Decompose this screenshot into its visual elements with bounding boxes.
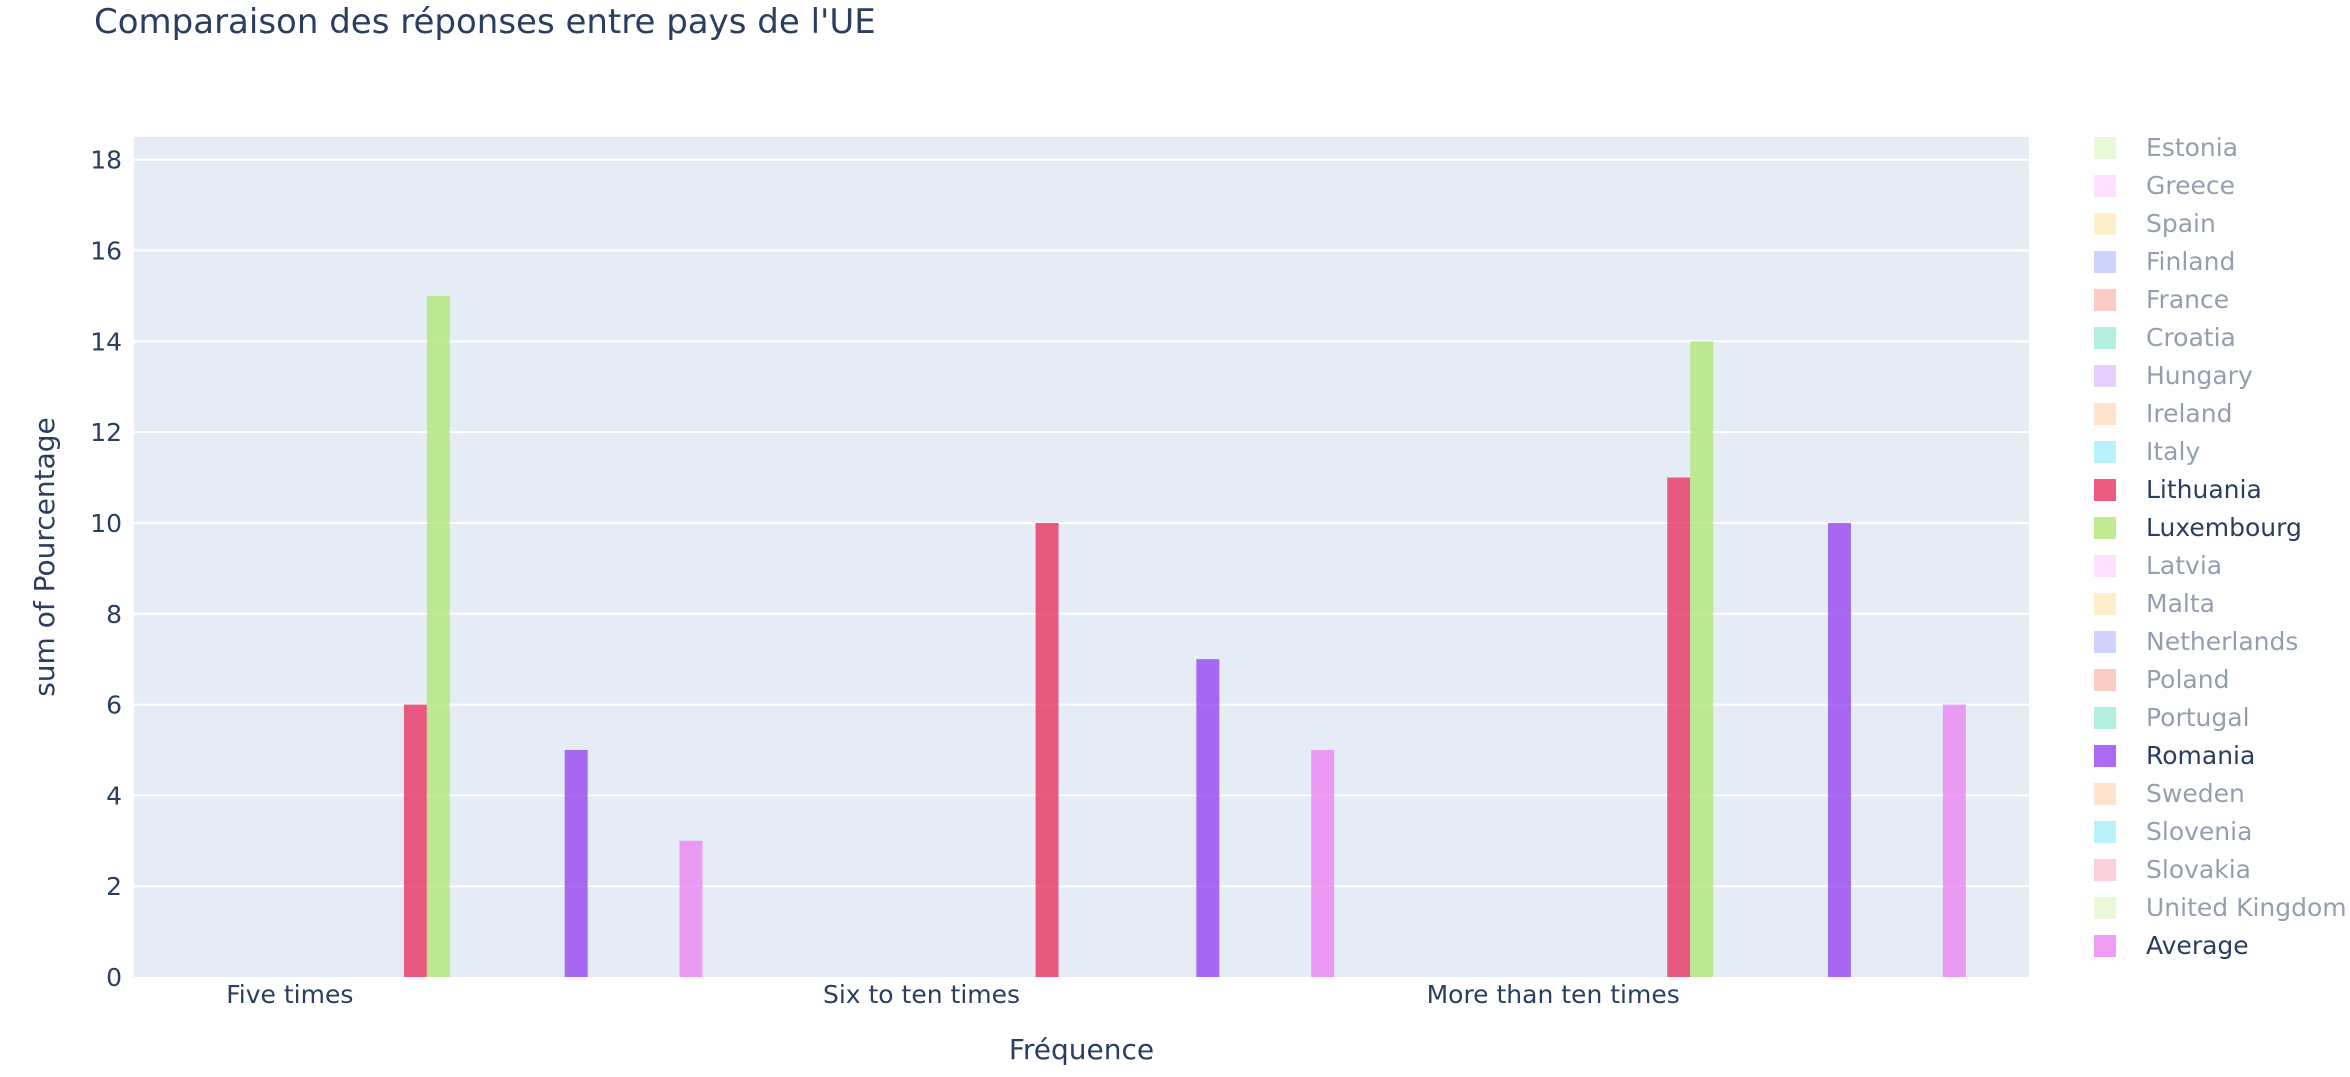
legend-swatch xyxy=(2094,479,2116,501)
legend-item-malta[interactable]: Malta xyxy=(2090,587,2350,625)
legend-item-finland[interactable]: Finland xyxy=(2090,245,2350,283)
legend-label: Hungary xyxy=(2146,361,2253,390)
legend-swatch xyxy=(2094,631,2116,653)
legend-item-greece[interactable]: Greece xyxy=(2090,169,2350,207)
legend-item-netherlands[interactable]: Netherlands xyxy=(2090,625,2350,663)
legend-label: Sweden xyxy=(2146,779,2245,808)
y-axis-title: sum of Pourcentage xyxy=(28,417,61,697)
bar-luxembourg[interactable] xyxy=(1690,341,1714,977)
legend-swatch xyxy=(2094,745,2116,767)
y-tick-label: 0 xyxy=(106,963,122,992)
bar-romania[interactable] xyxy=(1828,522,1851,977)
bar-average[interactable] xyxy=(1311,749,1335,977)
legend-item-luxembourg[interactable]: Luxembourg xyxy=(2090,511,2350,549)
legend-label: United Kingdom xyxy=(2146,893,2347,922)
legend-swatch xyxy=(2094,251,2116,273)
y-tick-label: 6 xyxy=(106,691,122,720)
y-tick-label: 8 xyxy=(106,600,122,629)
legend-swatch xyxy=(2094,517,2116,539)
legend-item-slovakia[interactable]: Slovakia xyxy=(2090,853,2350,891)
legend-label: Slovenia xyxy=(2146,817,2253,846)
legend-label: Estonia xyxy=(2146,133,2239,162)
legend-item-hungary[interactable]: Hungary xyxy=(2090,359,2350,397)
legend-item-average[interactable]: Average xyxy=(2090,929,2350,967)
legend: Estonia Greece Spain Finland France Croatia Hu… xyxy=(2090,131,2350,967)
y-tick-label: 2 xyxy=(106,872,122,901)
y-tick-label: 4 xyxy=(106,781,122,810)
legend-swatch xyxy=(2094,175,2116,197)
legend-label: Croatia xyxy=(2146,323,2236,352)
legend-swatch xyxy=(2094,821,2116,843)
legend-swatch xyxy=(2094,213,2116,235)
y-tick-label: 10 xyxy=(90,509,122,538)
legend-label: Lithuania xyxy=(2146,475,2262,504)
x-axis-title: Fréquence xyxy=(1009,1033,1154,1066)
legend-label: Netherlands xyxy=(2146,627,2299,656)
legend-label: Portugal xyxy=(2146,703,2250,732)
legend-item-portugal[interactable]: Portugal xyxy=(2090,701,2350,739)
bar-lithuania[interactable] xyxy=(403,704,427,977)
x-tick-label: Six to ten times xyxy=(823,980,1020,1009)
legend-label: Finland xyxy=(2146,247,2236,276)
legend-label: Ireland xyxy=(2146,399,2233,428)
legend-label: Greece xyxy=(2146,171,2235,200)
legend-item-latvia[interactable]: Latvia xyxy=(2090,549,2350,587)
legend-label: Luxembourg xyxy=(2146,513,2302,542)
legend-swatch xyxy=(2094,593,2116,615)
bar-average[interactable] xyxy=(1942,704,1966,977)
legend-item-united-kingdom[interactable]: United Kingdom xyxy=(2090,891,2350,929)
legend-item-ireland[interactable]: Ireland xyxy=(2090,397,2350,435)
legend-item-sweden[interactable]: Sweden xyxy=(2090,777,2350,815)
bar-average[interactable] xyxy=(679,840,703,977)
legend-swatch xyxy=(2094,707,2116,729)
legend-item-lithuania[interactable]: Lithuania xyxy=(2090,473,2350,511)
legend-swatch xyxy=(2094,783,2116,805)
legend-swatch xyxy=(2094,935,2116,957)
x-tick-label: Five times xyxy=(226,980,353,1009)
x-tick-label: More than ten times xyxy=(1427,980,1680,1009)
bar-romania[interactable] xyxy=(564,749,588,977)
legend-item-italy[interactable]: Italy xyxy=(2090,435,2350,473)
legend-label: Slovakia xyxy=(2146,855,2251,884)
legend-swatch xyxy=(2094,441,2116,463)
legend-swatch xyxy=(2094,327,2116,349)
legend-label: Italy xyxy=(2146,437,2201,466)
legend-item-croatia[interactable]: Croatia xyxy=(2090,321,2350,359)
legend-label: Average xyxy=(2146,931,2249,960)
legend-item-slovenia[interactable]: Slovenia xyxy=(2090,815,2350,853)
legend-swatch xyxy=(2094,403,2116,425)
legend-label: Malta xyxy=(2146,589,2215,618)
y-tick-label: 18 xyxy=(90,146,122,175)
legend-item-romania[interactable]: Romania xyxy=(2090,739,2350,777)
y-tick-label: 14 xyxy=(90,327,122,356)
legend-swatch xyxy=(2094,897,2116,919)
legend-label: Spain xyxy=(2146,209,2216,238)
legend-item-estonia[interactable]: Estonia xyxy=(2090,131,2350,169)
bar-lithuania[interactable] xyxy=(1667,477,1691,977)
bar-romania[interactable] xyxy=(1196,659,1220,977)
legend-swatch xyxy=(2094,365,2116,387)
chart-title: Comparaison des réponses entre pays de l… xyxy=(94,2,876,42)
legend-label: France xyxy=(2146,285,2230,314)
y-tick-label: 16 xyxy=(90,237,122,266)
legend-label: Romania xyxy=(2146,741,2256,770)
legend-item-spain[interactable]: Spain xyxy=(2090,207,2350,245)
legend-label: Latvia xyxy=(2146,551,2223,580)
bar-luxembourg[interactable] xyxy=(426,295,450,977)
legend-swatch xyxy=(2094,669,2116,691)
bar-lithuania[interactable] xyxy=(1035,522,1059,977)
legend-swatch xyxy=(2094,289,2116,311)
legend-swatch xyxy=(2094,555,2116,577)
legend-item-france[interactable]: France xyxy=(2090,283,2350,321)
legend-label: Poland xyxy=(2146,665,2230,694)
legend-swatch xyxy=(2094,137,2116,159)
legend-swatch xyxy=(2094,859,2116,881)
y-tick-label: 12 xyxy=(90,418,122,447)
legend-item-poland[interactable]: Poland xyxy=(2090,663,2350,701)
